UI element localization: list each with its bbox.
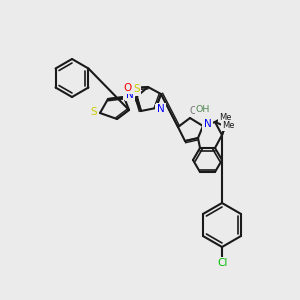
Text: O: O (124, 83, 132, 93)
Text: N: N (204, 119, 212, 129)
Text: Me: Me (219, 112, 231, 122)
Text: Me: Me (222, 122, 234, 130)
Text: Cl: Cl (217, 258, 227, 268)
Text: S: S (134, 84, 140, 94)
Text: S: S (134, 85, 140, 95)
Text: N: N (157, 104, 165, 114)
Text: N: N (203, 120, 211, 130)
Text: N: N (126, 90, 134, 100)
Text: N: N (156, 105, 164, 115)
Text: OH: OH (195, 104, 209, 113)
Text: Cl: Cl (218, 258, 228, 268)
Text: N: N (125, 89, 133, 99)
Text: N: N (126, 90, 134, 100)
Text: OH: OH (190, 106, 205, 116)
Text: N: N (124, 89, 132, 99)
Text: S: S (91, 107, 97, 117)
Text: O: O (125, 83, 133, 93)
Text: S: S (92, 108, 98, 118)
Text: OH: OH (196, 104, 211, 114)
